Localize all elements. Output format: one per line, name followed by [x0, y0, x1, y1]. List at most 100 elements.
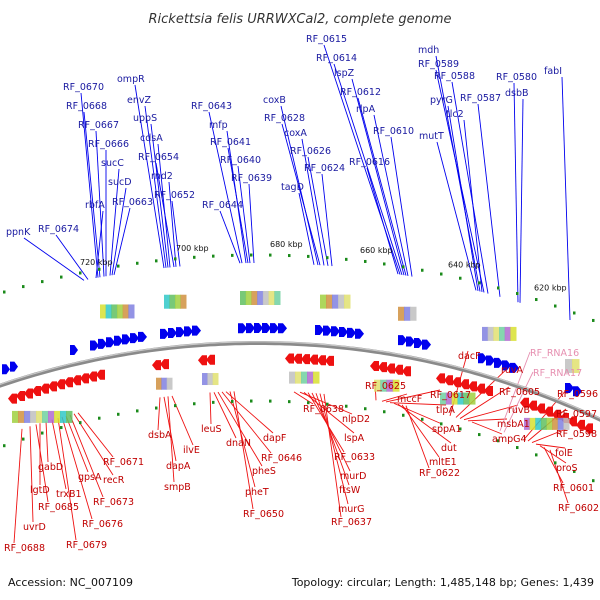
- kbp-label: 620 kbp: [534, 283, 567, 292]
- reverse-gene-label: RF_0597: [556, 409, 597, 420]
- reverse-gene-label: leuS: [201, 424, 222, 435]
- reverse-gene-label: msbA1: [497, 419, 530, 430]
- reverse-gene-arrow: [32, 386, 41, 397]
- forward-gene-arrow: [106, 337, 115, 348]
- forward-gene-label: mfp: [209, 120, 228, 131]
- forward-callout-line: [150, 123, 169, 268]
- forward-gene-label: RF_0666: [88, 139, 129, 150]
- forward-callout-line: [95, 130, 105, 277]
- reverse-gene-arrow: [460, 379, 469, 390]
- genome-backbone-highlight: [0, 341, 600, 419]
- reverse-gene-label: dacF: [458, 351, 481, 362]
- inner-tick: [269, 399, 272, 403]
- reverse-gene-label: mccF: [397, 394, 422, 405]
- inner-tick: [250, 399, 253, 403]
- forward-gene-label: RF_0668: [66, 101, 107, 112]
- inner-tick: [573, 469, 576, 473]
- reverse-callout-line: [311, 392, 351, 472]
- outer-tick: [383, 262, 386, 266]
- inner-tick: [174, 404, 177, 408]
- forward-gene-label: RF_0644: [202, 200, 243, 211]
- forward-callout-line: [519, 98, 524, 303]
- forward-gene-label: RF_0667: [78, 120, 119, 131]
- reverse-gene-label: tlpA: [436, 405, 455, 416]
- reverse-gene-arrow: [64, 377, 73, 388]
- reverse-gene-arrow: [72, 375, 81, 386]
- reverse-gene-arrow: [528, 400, 537, 411]
- forward-gene-arrow: [114, 335, 123, 346]
- forward-gene-label: RF_0670: [63, 82, 104, 93]
- reverse-callout-line: [51, 419, 67, 490]
- forward-callout-line: [463, 119, 483, 292]
- forward-gene-arrow: [192, 325, 201, 336]
- forward-callout-line: [357, 97, 407, 276]
- forward-gene-arrow: [262, 323, 271, 334]
- reverse-gene-label: sppA1: [432, 424, 462, 435]
- forward-callout-line: [366, 167, 399, 275]
- rna-callout-line: [499, 351, 531, 432]
- reverse-gene-arrow: [96, 369, 105, 380]
- reverse-callout-line: [523, 388, 568, 440]
- inner-tick-row: [3, 399, 595, 483]
- outer-tick: [421, 268, 424, 272]
- genome-backbone-arc: [0, 341, 600, 422]
- reverse-callout-line: [319, 393, 349, 505]
- outer-tick: [459, 276, 462, 280]
- forward-gene-label: mdh: [418, 45, 439, 56]
- reverse-gene-label: RF_0679: [66, 540, 107, 551]
- forward-gene-label: RF_0615: [306, 34, 347, 45]
- outer-tick: [269, 253, 272, 257]
- forward-callout-line: [237, 165, 251, 264]
- reverse-gene-label: pheT: [245, 487, 269, 498]
- outer-tick: [193, 255, 196, 259]
- forward-callout-line: [227, 147, 249, 264]
- feature-track: [2, 291, 593, 434]
- reverse-gene-label: lgtD: [30, 485, 50, 496]
- reverse-gene-arrow: [48, 381, 57, 392]
- forward-gene-label: tlc2: [446, 109, 464, 120]
- reverse-gene-label: ampG4: [492, 434, 527, 445]
- forward-gene-arrow: [2, 364, 10, 375]
- forward-gene-arrow: [138, 331, 147, 342]
- forward-gene-label: fabI: [544, 66, 562, 77]
- forward-callout-line: [373, 114, 409, 276]
- forward-gene-label: uppS: [133, 113, 157, 124]
- forward-callout-line: [23, 237, 85, 281]
- reverse-gene-label: ilvE: [183, 445, 200, 456]
- inner-tick: [402, 413, 405, 417]
- reverse-gene-label: RF_0688: [4, 543, 45, 554]
- forward-callout-line: [109, 168, 120, 276]
- reverse-gene-label: dapF: [263, 433, 286, 444]
- reverse-gene-arrow: [88, 371, 97, 382]
- inner-tick: [288, 400, 291, 404]
- reverse-callout-line: [45, 421, 49, 463]
- reverse-gene-arrow: [536, 403, 545, 414]
- reverse-gene-label: folE: [555, 448, 573, 459]
- rna-callout-line: [503, 371, 534, 433]
- outer-tick: [592, 318, 595, 322]
- inner-tick: [383, 410, 386, 414]
- forward-callout-line: [111, 187, 127, 276]
- outer-tick: [402, 265, 405, 269]
- reverse-gene-arrow: [293, 353, 302, 364]
- outer-tick: [345, 257, 348, 261]
- feature-block: [440, 392, 476, 405]
- reverse-gene-label: ftsW: [339, 485, 361, 496]
- forward-gene-label: RF_0652: [154, 190, 195, 201]
- forward-gene-label: RF_0610: [373, 126, 414, 137]
- reverse-gene-label: lspA: [344, 433, 365, 444]
- reverse-callout-line: [221, 391, 272, 454]
- outer-tick: [174, 257, 177, 261]
- forward-gene-arrow: [254, 323, 263, 334]
- reverse-gene-label: ruvB: [508, 405, 530, 416]
- map-title: Rickettsia felis URRWXCal2, complete gen…: [149, 12, 452, 27]
- forward-gene-label: coxB: [263, 95, 286, 106]
- forward-callout-line: [301, 138, 325, 266]
- reverse-gene-label: RF_0685: [38, 502, 79, 513]
- reverse-gene-label: dut: [441, 443, 457, 454]
- reverse-gene-label: gabD: [38, 462, 63, 473]
- outer-tick: [41, 280, 44, 284]
- forward-callout-line: [168, 181, 177, 267]
- reverse-callout-line: [323, 393, 342, 518]
- outer-tick: [79, 271, 82, 275]
